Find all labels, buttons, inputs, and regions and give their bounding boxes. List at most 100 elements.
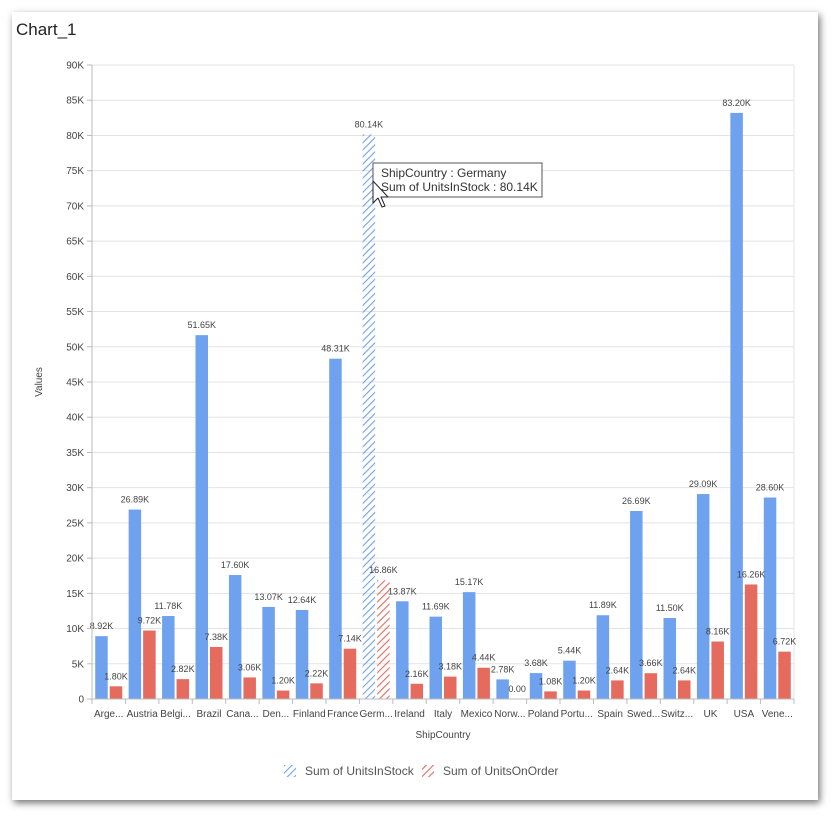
legend[interactable]: Sum of UnitsInStock Sum of UnitsOnOrder xyxy=(284,764,558,778)
x-tick-label: France xyxy=(327,709,359,720)
bar-series1[interactable] xyxy=(730,112,743,699)
x-tick-label: Switz... xyxy=(661,709,693,720)
y-tick-label: 65K xyxy=(66,237,84,248)
bar-series1[interactable] xyxy=(162,616,175,699)
bar-series2[interactable] xyxy=(678,680,691,699)
bar-series1[interactable] xyxy=(763,497,777,699)
y-tick-label: 60K xyxy=(66,272,84,283)
tooltip-line-category: ShipCountry : Germany xyxy=(381,166,506,180)
bar-series2[interactable] xyxy=(410,683,424,699)
x-tick-label: Finland xyxy=(293,709,326,720)
bar-series1[interactable] xyxy=(529,673,543,699)
bar-series2[interactable] xyxy=(711,641,724,699)
bar-chart: 8.92K 1.80K 26.89K 9.72K 11.78K 2.82K 51.65K 7.… xyxy=(34,61,796,779)
chart-panel: Chart_1 8.92K 1.80K 26.89K 9.72K 11.78K 2.82K… xyxy=(12,12,818,800)
bar-series1[interactable] xyxy=(128,509,142,699)
bar-series2[interactable] xyxy=(210,647,223,699)
bar-series2[interactable] xyxy=(276,690,290,699)
bar-series1[interactable] xyxy=(329,358,342,699)
legend-label: Sum of UnitsOnOrder xyxy=(443,764,558,778)
bar-series1[interactable] xyxy=(429,616,443,699)
y-tick-label: 45K xyxy=(66,378,84,389)
y-tick-label: 85K xyxy=(66,96,84,107)
x-tick-label: Cana... xyxy=(226,709,258,720)
x-tick-label: Austria xyxy=(127,709,159,720)
y-tick-label: 90K xyxy=(66,61,84,72)
bar-series1[interactable] xyxy=(228,575,242,699)
tooltip-box xyxy=(372,162,543,198)
data-label: 0.00 xyxy=(508,684,526,694)
data-label: 51.65K xyxy=(187,320,216,330)
mouse-cursor-icon xyxy=(372,180,389,208)
data-label: 2.22K xyxy=(305,668,329,678)
bar-series1[interactable] xyxy=(396,601,409,699)
bar-series2[interactable] xyxy=(343,648,357,699)
bar-series2[interactable] xyxy=(377,580,390,699)
data-label: 3.68K xyxy=(524,658,548,668)
bar-series2[interactable] xyxy=(611,680,624,699)
data-label: 26.89K xyxy=(121,495,150,505)
bar-series1[interactable] xyxy=(262,606,275,699)
bar-series1[interactable] xyxy=(696,494,710,699)
data-label: 11.89K xyxy=(589,600,617,610)
y-tick-label: 10K xyxy=(66,624,84,635)
x-tick-label: Germ... xyxy=(359,709,392,720)
bar-series2[interactable] xyxy=(744,584,758,699)
data-label: 4.44K xyxy=(472,653,496,663)
data-label: 11.50K xyxy=(656,603,684,613)
bar-series1[interactable] xyxy=(462,592,476,699)
bar-series1[interactable] xyxy=(496,679,509,699)
x-tick-label: Den... xyxy=(263,709,290,720)
bar-series1[interactable] xyxy=(563,660,576,699)
bars-layer[interactable] xyxy=(95,112,791,699)
data-label: 2.64K xyxy=(606,665,630,675)
data-label: 80.14K xyxy=(355,119,384,129)
y-tick-label: 0 xyxy=(78,695,84,706)
y-tick-label: 55K xyxy=(66,307,84,318)
legend-item-series2[interactable]: Sum of UnitsOnOrder xyxy=(422,764,558,778)
y-tick-label: 75K xyxy=(66,166,84,177)
data-label: 3.06K xyxy=(238,662,262,672)
y-tick-label: 25K xyxy=(66,518,84,529)
bar-series1[interactable] xyxy=(195,335,209,699)
axis-layer: 0 5K 10K 15K 20K 25K 30K 35K 40K 45K 50K 55K 60K 65K 7… xyxy=(34,61,795,741)
bar-series2[interactable] xyxy=(444,676,457,699)
x-tick-label: Brazil xyxy=(196,709,221,720)
legend-swatch xyxy=(284,765,296,777)
bar-series2[interactable] xyxy=(176,679,190,699)
grid-layer xyxy=(92,64,795,700)
bar-series2[interactable] xyxy=(310,683,323,699)
bar-series1[interactable] xyxy=(362,134,376,699)
bar-series2[interactable] xyxy=(544,691,557,699)
data-label: 16.26K xyxy=(737,569,766,579)
bar-series2[interactable] xyxy=(143,630,156,699)
bar-series2[interactable] xyxy=(109,686,123,699)
bar-series1[interactable] xyxy=(295,609,309,699)
y-tick-label: 15K xyxy=(66,589,84,600)
data-label: 26.69K xyxy=(622,496,651,506)
data-label: 1.08K xyxy=(539,676,563,686)
bar-series2[interactable] xyxy=(243,677,256,699)
bar-series2[interactable] xyxy=(477,667,490,699)
bar-series1[interactable] xyxy=(663,617,677,699)
legend-item-series1[interactable]: Sum of UnitsInStock xyxy=(284,764,415,778)
bar-series1[interactable] xyxy=(95,636,108,699)
data-label: 1.80K xyxy=(104,671,128,681)
y-tick-label: 35K xyxy=(66,448,84,459)
x-tick-label: Ireland xyxy=(394,709,425,720)
data-label: 83.20K xyxy=(722,98,751,108)
data-label: 11.78K xyxy=(154,601,182,611)
bar-series2[interactable] xyxy=(577,690,591,699)
x-tick-label: Norw... xyxy=(494,709,525,720)
x-tick-label: Portu... xyxy=(561,709,593,720)
y-tick-label: 50K xyxy=(66,342,84,353)
y-tick-label: 30K xyxy=(66,483,84,494)
y-tick-label: 20K xyxy=(66,554,84,565)
data-label: 28.60K xyxy=(756,483,785,493)
bar-series1[interactable] xyxy=(630,510,643,699)
data-label: 13.87K xyxy=(388,586,417,596)
bar-series1[interactable] xyxy=(596,615,610,699)
bar-series2[interactable] xyxy=(644,673,658,699)
bar-series2[interactable] xyxy=(778,651,791,699)
